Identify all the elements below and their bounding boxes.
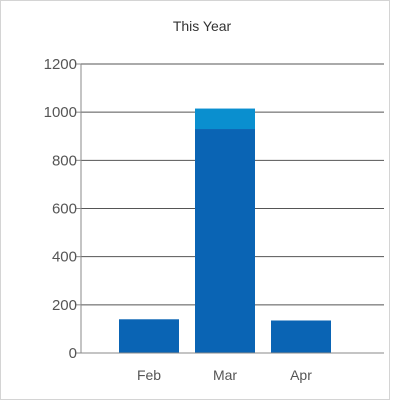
y-tick-label: 1200 [44,56,77,73]
y-tick-label: 600 [52,201,77,218]
tick-labels: 0 200 400 600 800 1000 1200 Feb Mar Apr [44,56,313,383]
x-tick-label: Feb [137,367,161,383]
bar-mar-2 [195,108,255,130]
y-tick-label: 0 [69,345,77,362]
y-tick-label: 1000 [44,104,77,121]
y-tick-label: 400 [52,249,77,266]
bars [119,108,331,353]
bar-apr-1 [271,320,331,353]
bar-feb-1 [119,319,179,353]
x-tick-label: Apr [290,367,312,383]
y-tick-label: 200 [52,297,77,314]
x-tick-label: Mar [213,367,237,383]
chart-title: This Year [173,18,232,34]
y-tick-label: 800 [52,152,77,169]
bar-mar-1 [195,129,255,353]
axes [75,63,384,354]
